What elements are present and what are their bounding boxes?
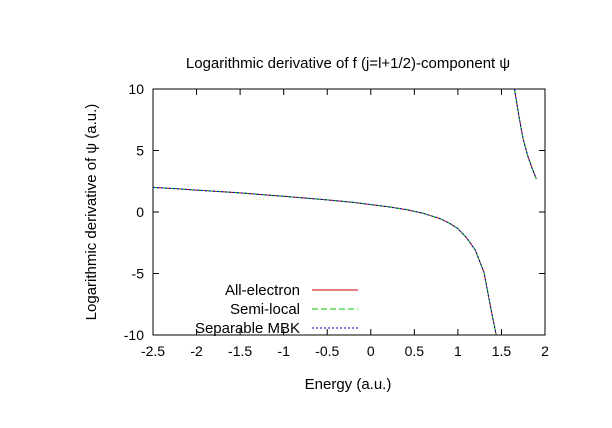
series-line-0 [514, 88, 537, 179]
series-line-1 [514, 88, 537, 179]
series-line-1 [152, 186, 497, 336]
x-tick-label: -1.5 [228, 343, 252, 359]
y-tick-label: 5 [136, 143, 144, 159]
x-tick-label: 2 [541, 343, 549, 359]
y-tick-label: -5 [132, 266, 145, 282]
legend: All-electron Semi-local Separable MBK [195, 282, 358, 337]
legend-label: Semi-local [230, 301, 300, 318]
x-tick-label: 0 [367, 343, 375, 359]
x-tick-label: -0.5 [315, 343, 339, 359]
legend-label: Separable MBK [195, 320, 300, 337]
x-tick-label: 1.5 [492, 343, 512, 359]
chart-title: Logarithmic derivative of f (j=l+1/2)-co… [186, 55, 510, 72]
y-axis-label: Logarithmic derivative of ψ (a.u.) [83, 104, 100, 321]
plot-area [152, 88, 546, 336]
x-tick-label: -2 [190, 343, 203, 359]
series-line-2 [152, 186, 497, 336]
y-axis: -10 -5 0 5 10 [124, 81, 545, 343]
x-tick-label: 1 [454, 343, 462, 359]
x-axis: -2.5 -2 -1.5 -1 -0.5 0 0.5 1 1.5 2 [141, 89, 549, 359]
y-tick-label: -10 [124, 327, 144, 343]
y-tick-label: 0 [136, 204, 144, 220]
x-tick-label: -1 [277, 343, 290, 359]
x-axis-label: Energy (a.u.) [305, 376, 392, 393]
x-tick-label: -2.5 [141, 343, 165, 359]
legend-label: All-electron [225, 282, 300, 299]
series-line-2 [514, 88, 537, 179]
x-tick-label: 0.5 [405, 343, 425, 359]
series-line-0 [152, 186, 497, 336]
series-lines [152, 88, 537, 336]
plot-frame [152, 88, 546, 336]
y-tick-label: 10 [128, 81, 144, 97]
